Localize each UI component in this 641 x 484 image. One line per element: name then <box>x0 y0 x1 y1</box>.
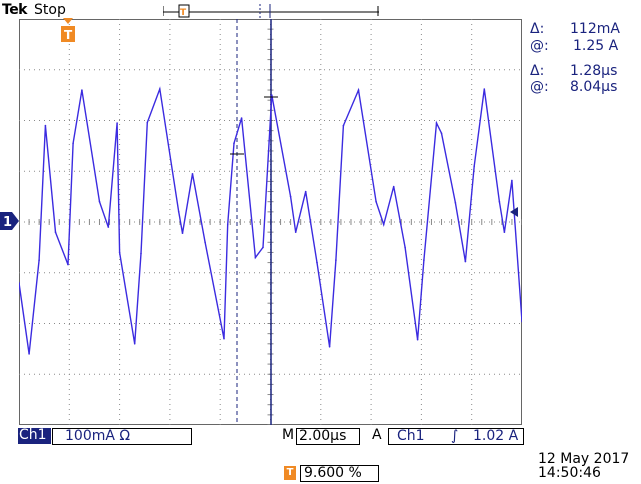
waveform-point <box>289 195 292 198</box>
brand-label: Tek <box>2 2 28 18</box>
waveform-point <box>140 252 142 255</box>
waveform-point <box>118 251 121 254</box>
waveform-point <box>67 263 69 266</box>
waveform-point <box>521 320 522 323</box>
waveform-point <box>271 94 273 96</box>
waveform-points <box>19 88 522 355</box>
waveform-point <box>254 256 257 259</box>
waveform-point <box>382 223 385 226</box>
waveform-point <box>133 343 136 345</box>
trigger-position-icon: T <box>284 466 296 480</box>
vertical-scale-readout[interactable]: 100mA Ω <box>52 428 192 445</box>
waveform-point <box>240 117 243 119</box>
waveform-point <box>503 231 506 233</box>
waveform-point <box>262 246 264 249</box>
trigger-slope-icon: ∫ <box>451 428 459 444</box>
record-length-bar[interactable]: T <box>163 2 379 18</box>
waveform-point <box>294 231 297 233</box>
delta-time-value: 1.28µs <box>570 63 618 79</box>
trigger-level-arrow[interactable] <box>510 207 518 217</box>
trigger-channel: Ch1 <box>397 428 425 444</box>
at-current-value: 1.25 A <box>573 38 619 54</box>
channel-marker-shape <box>0 212 19 230</box>
waveform-point <box>191 173 194 175</box>
waveform-point <box>435 122 438 124</box>
date-display: 12 May 2017 <box>538 451 630 467</box>
waveform-point <box>81 89 83 91</box>
waveform-point <box>498 200 501 203</box>
delta-current-label: Δ: <box>530 21 545 37</box>
trigger-level: 1.02 A <box>473 428 519 444</box>
at-time-value: 8.04µs <box>570 79 618 95</box>
waveform-point <box>473 165 476 167</box>
waveform-point <box>416 338 419 341</box>
waveform-point <box>19 282 20 284</box>
waveform-point <box>440 132 443 134</box>
channel-1-badge[interactable]: Ch1 <box>18 428 51 444</box>
waveform-point <box>404 246 406 249</box>
at-time-label: @: <box>530 79 549 95</box>
delta-time-label: Δ: <box>530 63 545 79</box>
waveform-point <box>357 89 360 91</box>
waveform-point <box>181 232 184 234</box>
waveform-display[interactable] <box>19 19 522 425</box>
waveform-point <box>423 259 425 261</box>
waveform-point <box>177 211 180 213</box>
time-display: 14:50:46 <box>538 465 601 481</box>
waveform-point <box>392 185 395 188</box>
acquisition-state: Stop <box>34 2 66 18</box>
waveform-point <box>304 190 307 193</box>
channel-marker-label: 1 <box>3 215 12 230</box>
waveform-point <box>226 223 229 226</box>
trigger-marker-letter: T <box>64 28 73 42</box>
waveform-point <box>335 259 337 261</box>
timebase-prefix: M <box>282 427 295 443</box>
waveform-point <box>38 259 40 261</box>
waveform-point <box>116 122 118 124</box>
waveform-point <box>159 88 161 90</box>
waveform-point <box>204 241 206 244</box>
trigger-position-marker[interactable]: T <box>60 18 76 44</box>
waveform-point <box>72 142 74 145</box>
at-current-label: @: <box>530 38 549 54</box>
waveform-point <box>316 261 318 264</box>
timebase-readout[interactable]: 2.00µs <box>296 428 360 445</box>
waveform-point <box>54 231 57 233</box>
waveform-point <box>511 179 513 182</box>
trigger-position-readout[interactable]: 9.600 % <box>300 465 379 482</box>
channel-1-ground-marker[interactable]: 1 <box>0 212 20 230</box>
waveform-point <box>44 124 47 127</box>
waveform-point <box>146 121 149 124</box>
status-bar: Ch1 100mA Ω M 2.00µs A Ch1 ∫ 1.02 A <box>16 428 526 445</box>
waveform-point <box>28 353 30 355</box>
waveform-point <box>483 88 486 90</box>
waveform-point <box>454 201 457 204</box>
trigger-prefix: A <box>372 427 382 443</box>
waveform-point <box>233 142 235 145</box>
waveform-point <box>342 124 345 127</box>
waveform-point <box>328 346 331 348</box>
waveform-point <box>98 200 101 203</box>
trigger-readout[interactable]: Ch1 ∫ 1.02 A <box>388 428 524 445</box>
record-trigger-icon: T <box>180 8 187 18</box>
waveform-point <box>375 200 377 203</box>
waveform-point <box>223 337 225 340</box>
waveform-point <box>107 226 110 228</box>
delta-current-value: 112mA <box>570 21 620 37</box>
waveform-point <box>464 260 467 263</box>
trigger-marker-body <box>61 26 75 42</box>
trigger-marker-arrow <box>63 18 73 24</box>
record-window <box>178 4 190 18</box>
